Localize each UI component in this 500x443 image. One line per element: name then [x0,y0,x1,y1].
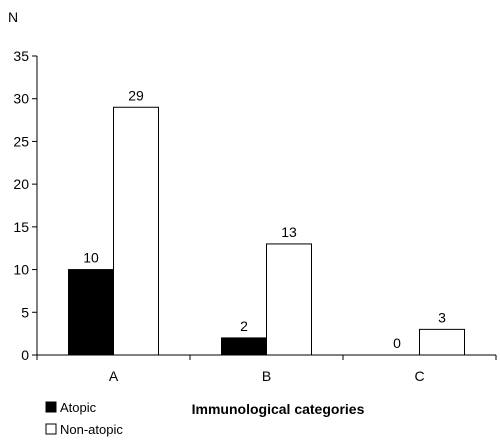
legend-swatch [45,401,57,413]
x-tick-label: C [414,368,424,384]
bar-non-atopic-a [113,106,159,356]
y-tick-label: 5 [21,304,29,320]
bars [68,106,465,356]
y-axis-ticks: 0 5 10 15 20 25 30 35 [13,48,37,363]
data-label: 10 [83,250,99,266]
legend-label: Atopic [60,400,97,415]
data-labels: 10 29 2 13 0 3 [83,87,446,351]
y-tick-label: 30 [13,91,29,107]
bar-atopic-a [68,269,114,356]
bar-atopic-b [221,337,267,356]
y-tick-label: 0 [21,347,29,363]
x-tick-label: B [262,368,271,384]
legend: Atopic Non-atopic [45,400,123,437]
x-tick-label: A [109,368,119,384]
y-tick-label: 35 [13,48,29,64]
x-axis-label: Immunological categories [192,401,365,417]
y-tick-label: 10 [13,262,29,278]
data-label: 13 [281,224,297,240]
x-axis-ticks: A B C [36,355,497,384]
y-tick-label: 25 [13,133,29,149]
y-tick-label: 20 [13,176,29,192]
data-label: 29 [128,87,144,103]
legend-label: Non-atopic [60,422,123,437]
y-tick-label: 15 [13,219,29,235]
bar-non-atopic-b [266,243,312,356]
legend-swatch [45,423,57,435]
y-axis-label: N [8,9,18,25]
data-label: 2 [240,318,248,334]
bar-non-atopic-c [419,328,465,356]
data-label: 3 [438,309,446,325]
data-label: 0 [393,335,401,351]
